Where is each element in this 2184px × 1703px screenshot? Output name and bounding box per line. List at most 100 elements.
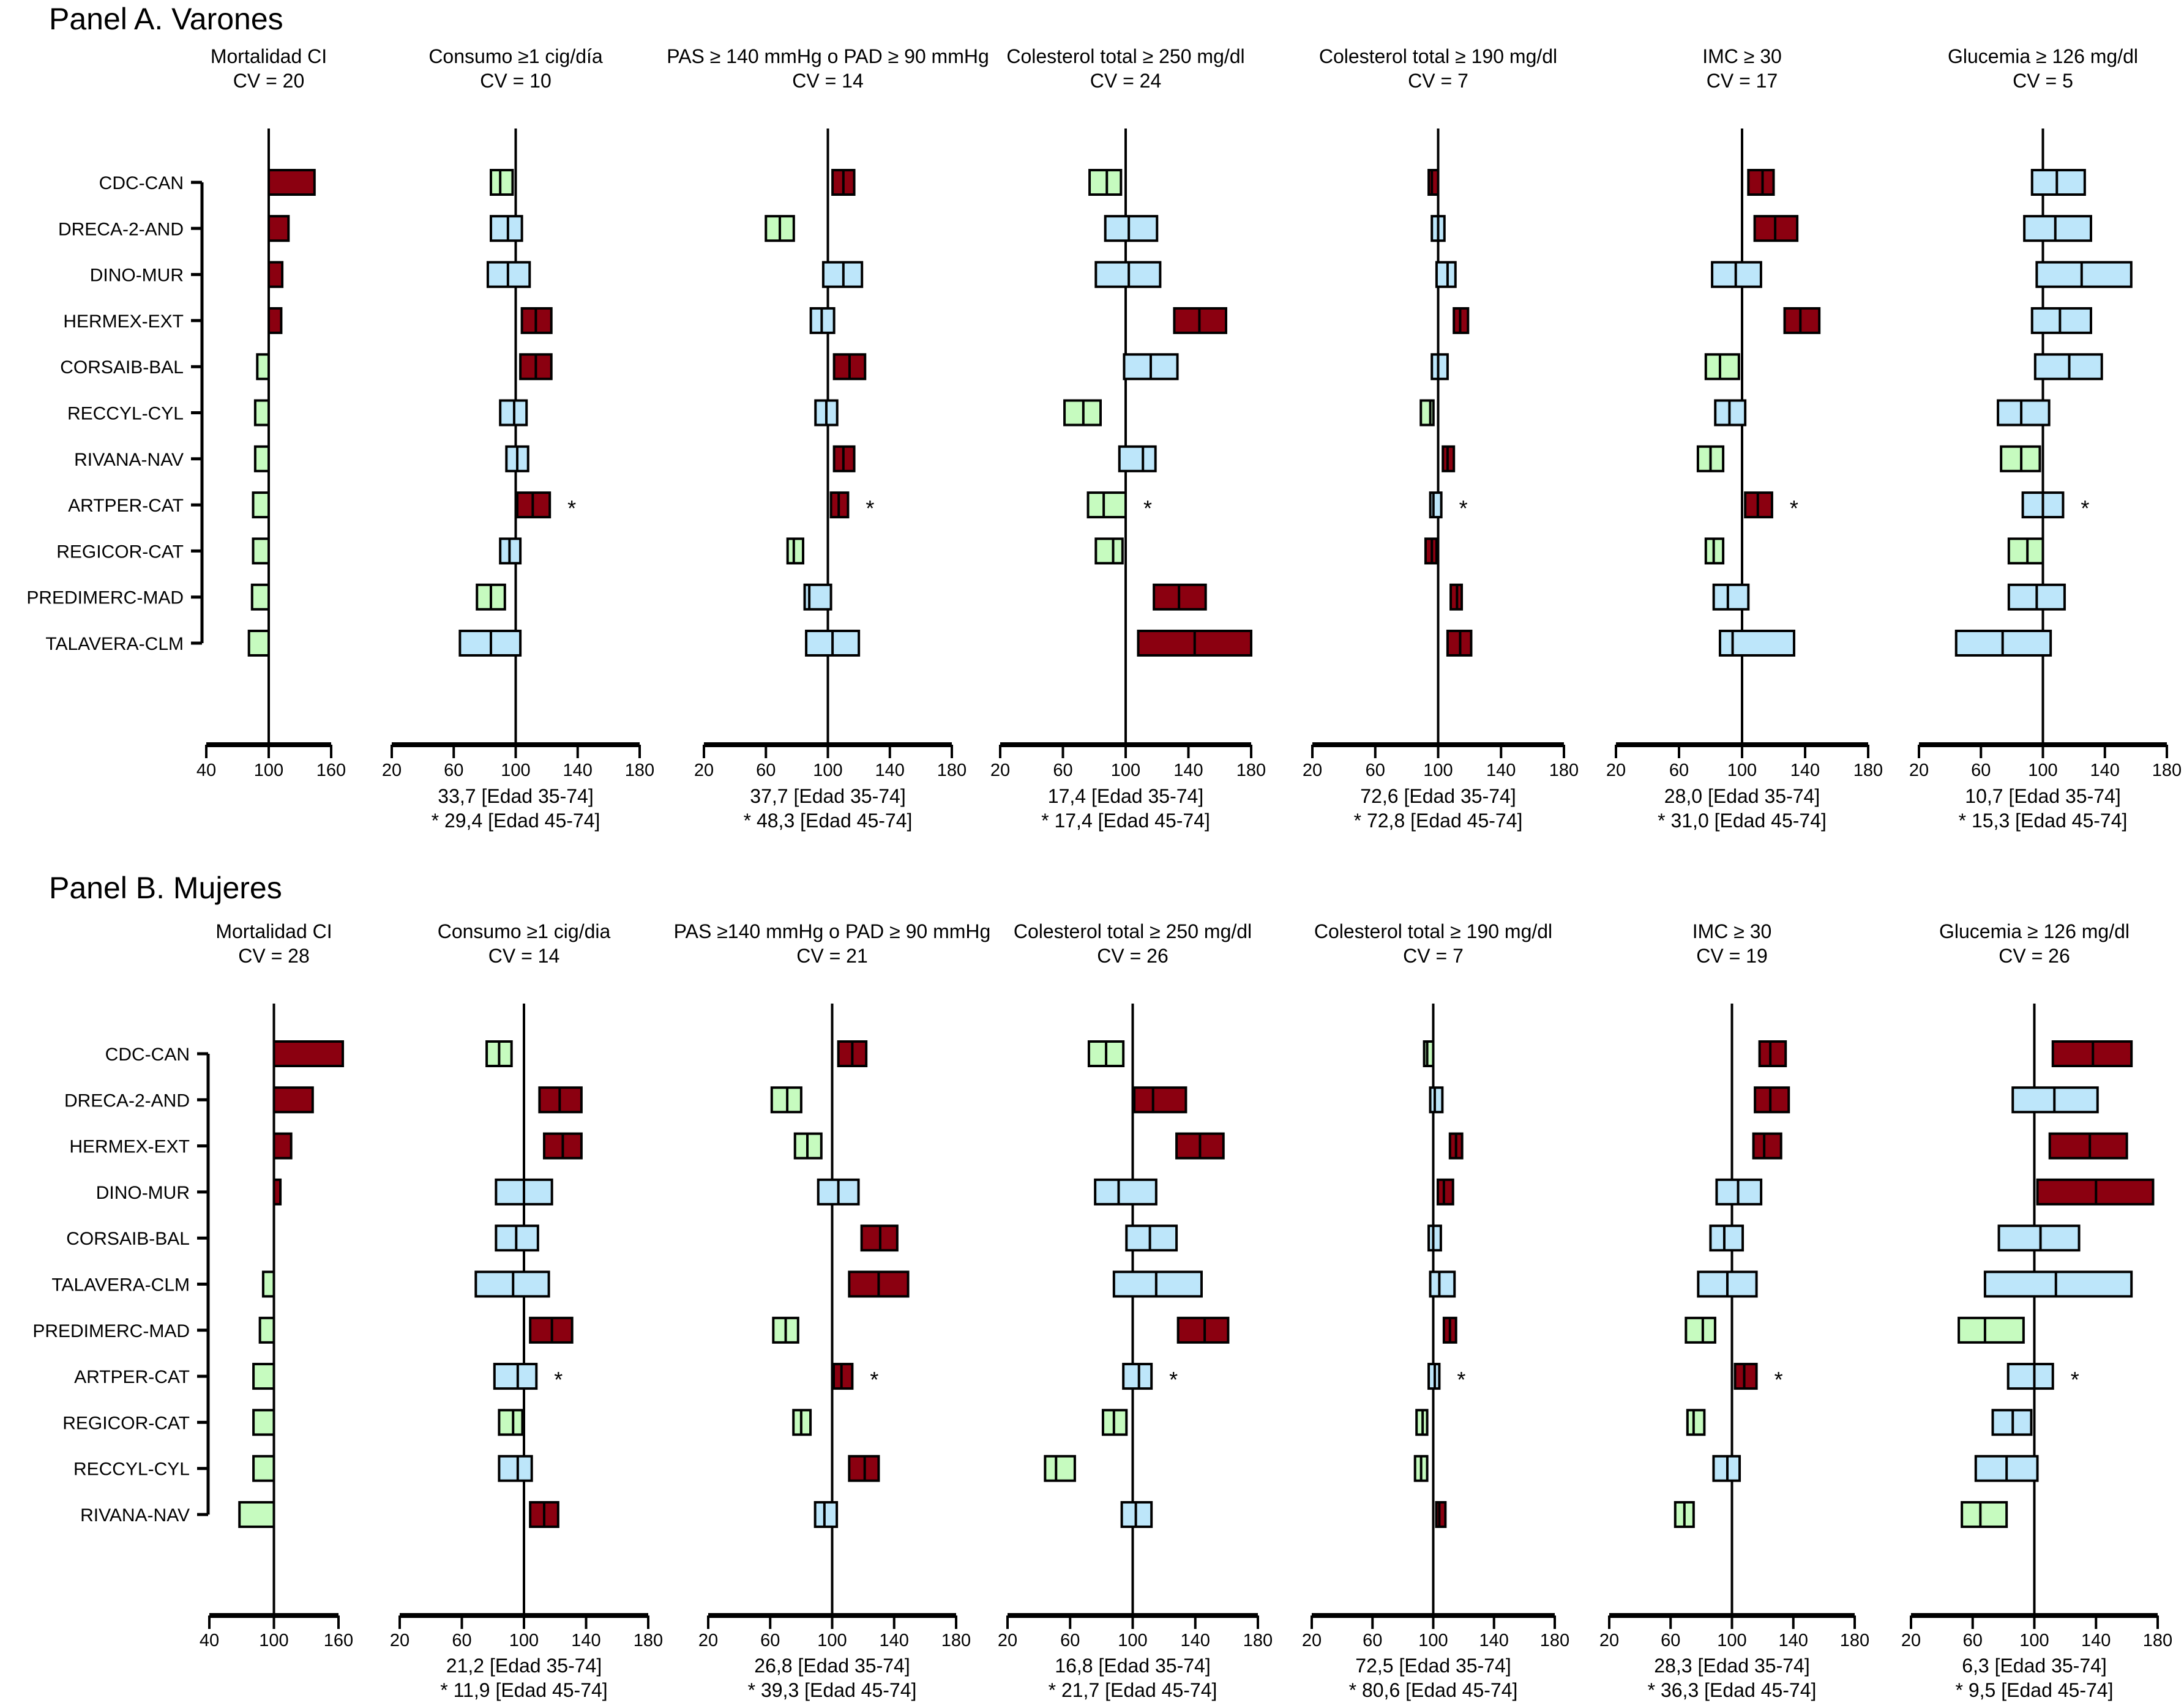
subplot-title: Mortalidad CI	[211, 45, 327, 67]
x-tick-label: 140	[1173, 761, 1203, 780]
bar	[247, 630, 271, 657]
ci-box	[2023, 215, 2092, 242]
x-tick-label: 180	[1243, 1631, 1273, 1650]
subplot-footer: 6,3 [Edad 35-74]	[1962, 1655, 2107, 1677]
bar	[252, 537, 270, 565]
bar	[252, 1455, 275, 1482]
ci-box	[2048, 1132, 2128, 1160]
subplot-footer: 72,5 [Edad 35-74]	[1355, 1655, 1511, 1677]
x-tick-label: 180	[1236, 761, 1266, 780]
x-tick-label: 20	[694, 761, 714, 780]
panel-a: Panel A. Varones CDC-CAN DRECA-2-AND DINO-M…	[26, 2, 2182, 832]
ci-box	[1094, 1178, 1157, 1206]
ci-box	[1961, 1501, 2008, 1528]
subplot-footer: * 21,7 [Edad 45-74]	[1049, 1679, 1217, 1701]
subplot-cv: CV = 20	[233, 70, 305, 92]
ci-box	[2030, 307, 2092, 334]
bar	[238, 1501, 275, 1528]
ci-box	[1435, 261, 1457, 288]
subplot-footer: * 72,8 [Edad 45-74]	[1354, 810, 1523, 832]
x-tick-label: 100	[1111, 761, 1140, 780]
ci-box	[1125, 1224, 1178, 1252]
x-tick-label: 180	[625, 761, 654, 780]
ci-box	[1709, 1224, 1745, 1252]
x-tick-label: 100	[254, 761, 283, 780]
ci-box	[493, 1363, 538, 1390]
ci-box	[1983, 1270, 2133, 1298]
subplot-title: Consumo ≥1 cig/día	[428, 45, 603, 67]
subplot-title: IMC ≥ 30	[1702, 45, 1782, 67]
ci-box	[490, 215, 523, 242]
ci-box	[832, 1363, 854, 1390]
ci-box	[1176, 1316, 1230, 1344]
category-label: RIVANA-NAV	[74, 450, 184, 470]
x-tick-label: 100	[2019, 1631, 2049, 1650]
subplot-footer: * 9,5 [Edad 45-74]	[1956, 1679, 2114, 1701]
ci-box	[2035, 261, 2133, 288]
category-label: TALAVERA-CLM	[45, 634, 184, 654]
ci-box	[1429, 491, 1443, 519]
ci-box	[1754, 1086, 1790, 1114]
subplot-footer: * 29,4 [Edad 45-74]	[432, 810, 600, 832]
ci-box	[1435, 1501, 1447, 1528]
subplot-footer: 72,6 [Edad 35-74]	[1360, 785, 1516, 807]
x-tick-label: 140	[1479, 1631, 1509, 1650]
ci-box	[1427, 169, 1440, 196]
subplot-cv: CV = 21	[796, 945, 868, 967]
subplot-title: Glucemia ≥ 126 mg/dl	[1939, 920, 2130, 942]
ci-box	[2006, 1363, 2054, 1390]
x-tick-label: 60	[1669, 761, 1689, 780]
x-tick-label: 180	[2152, 761, 2182, 780]
asterisk-marker: *	[1774, 1367, 1783, 1392]
category-label: DRECA-2-AND	[58, 219, 184, 239]
x-tick-label: 20	[382, 761, 402, 780]
ci-box	[1423, 1040, 1435, 1067]
x-tick-label: 40	[200, 1631, 219, 1650]
category-label: RECCYL-CYL	[73, 1459, 190, 1480]
subplot-footer: 16,8 [Edad 35-74]	[1055, 1655, 1210, 1677]
asterisk-marker: *	[2071, 1367, 2079, 1392]
ci-box	[1429, 1270, 1456, 1298]
x-tick-label: 60	[1060, 1631, 1080, 1650]
subplot: Glucemia ≥ 126 mg/dl CV = 26 20 60 100 140 180…	[1901, 920, 2172, 1701]
ci-box	[1429, 1086, 1444, 1114]
subplot-title: Colesterol total ≥ 250 mg/dl	[1006, 45, 1244, 67]
x-tick-label: 100	[1717, 1631, 1746, 1650]
asterisk-marker: *	[1459, 496, 1468, 521]
category-label: DRECA-2-AND	[64, 1090, 190, 1111]
bar	[267, 261, 284, 288]
ci-box	[1419, 399, 1435, 427]
x-tick-label: 100	[509, 1631, 539, 1650]
subplot-cv: CV = 7	[1403, 945, 1464, 967]
subplot-cv: CV = 26	[1999, 945, 2070, 967]
ci-box	[1958, 1316, 2025, 1344]
subplot-title: Glucemia ≥ 126 mg/dl	[1948, 45, 2138, 67]
subplot-title: Colesterol total ≥ 190 mg/dl	[1319, 45, 1557, 67]
subplot-cv: CV = 17	[1707, 70, 1778, 92]
subplot: PAS ≥140 mmHg o PAD ≥ 90 mmHg CV = 21 20 60…	[674, 920, 991, 1701]
subplot-footer: 26,8 [Edad 35-74]	[754, 1655, 910, 1677]
category-label: TALAVERA-CLM	[51, 1275, 190, 1295]
subplot: Glucemia ≥ 126 mg/dl CV = 5 20 60 100 140 180 *…	[1909, 45, 2182, 832]
ci-box	[1686, 1409, 1706, 1436]
subplot-cv: CV = 28	[238, 945, 310, 967]
bar	[252, 491, 270, 519]
ci-box	[1436, 1178, 1454, 1206]
ci-box	[1118, 445, 1157, 472]
x-tick-label: 40	[196, 761, 216, 780]
x-tick-label: 180	[1549, 761, 1579, 780]
bar	[252, 1409, 275, 1436]
x-tick-label: 20	[1303, 761, 1322, 780]
category-label: DINO-MUR	[90, 266, 184, 286]
ci-box	[498, 1409, 524, 1436]
x-tick-label: 100	[813, 761, 842, 780]
asterisk-marker: *	[554, 1367, 563, 1392]
bar	[252, 1363, 275, 1390]
ci-box	[1758, 1040, 1787, 1067]
subplot-cv: CV = 24	[1090, 70, 1162, 92]
asterisk-marker: *	[1169, 1367, 1178, 1392]
x-tick-label: 180	[941, 1631, 971, 1650]
subplot: Colesterol total ≥ 250 mg/dl CV = 26 20 60 1…	[998, 920, 1273, 1701]
category-label: RECCYL-CYL	[67, 404, 184, 424]
asterisk-marker: *	[870, 1367, 878, 1392]
